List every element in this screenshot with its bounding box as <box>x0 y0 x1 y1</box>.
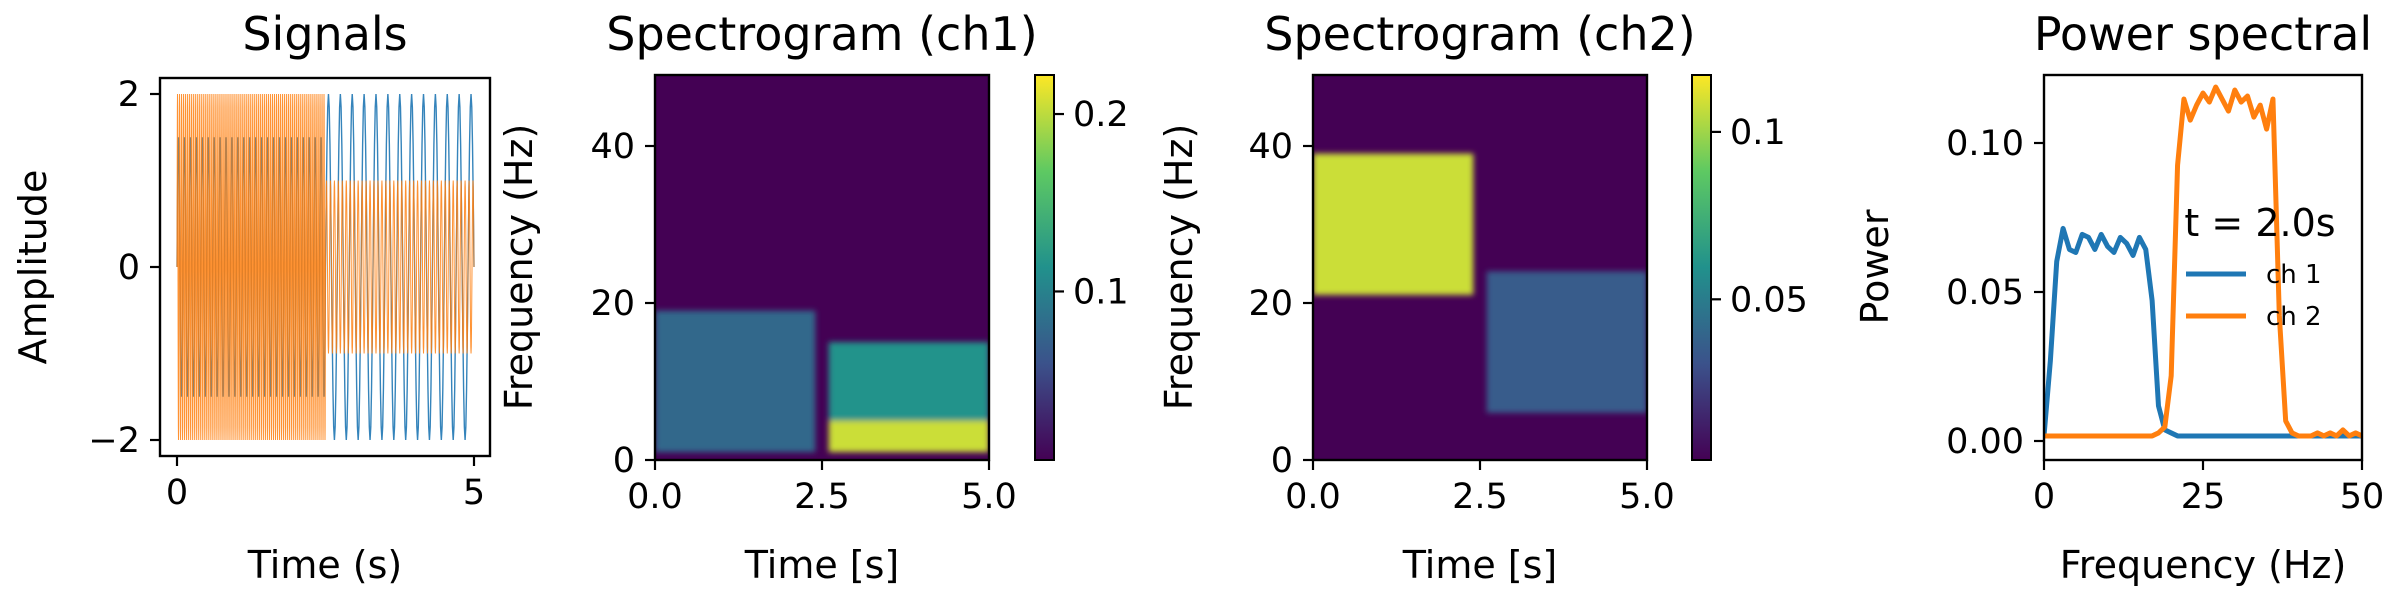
psd-ytick-label-1: 0.05 <box>1946 273 2024 313</box>
spec2-xlabel: Time [s] <box>1402 543 1558 587</box>
spec1-ytick-label-2: 40 <box>590 127 635 167</box>
spec-regions <box>1313 153 1647 413</box>
spec1-colorbar-gradient <box>1034 74 1055 461</box>
spectrogram-ch1-x-axis: 0.0 2.5 5.0 Time [s] <box>627 460 1017 587</box>
spec-region-2 <box>828 420 989 453</box>
signals-xlabel: Time (s) <box>247 543 403 587</box>
legend-title: t = 2.0s <box>2184 201 2335 245</box>
spec1-ylabel: Frequency (Hz) <box>497 124 541 411</box>
spec2-xtick-label-1: 2.5 <box>1452 477 1508 517</box>
psd-ytick-label-2: 0.10 <box>1946 124 2024 164</box>
spec1-xtick-label-0: 0.0 <box>627 477 683 517</box>
signals-ytick-label-2: 2 <box>118 75 140 115</box>
spec1-xtick-label-1: 2.5 <box>794 477 850 517</box>
spectrogram-ch2-colorbar: 0.05 0.1 <box>1691 74 1808 461</box>
signals-y-axis: 2 0 −2 Amplitude <box>11 75 160 461</box>
spec2-ytick-label-0: 0 <box>1271 441 1293 481</box>
spec2-ytick-label-1: 20 <box>1248 284 1293 324</box>
spec-region-0 <box>1313 153 1474 295</box>
spectrogram-ch2-panel: Spectrogram (ch2) 0.0 2.5 5.0 Time [s] 0… <box>1157 7 1808 587</box>
power-spectral-title: Power spectral <box>2034 7 2372 61</box>
spectrogram-ch2-y-axis: 0 20 40 Frequency (Hz) <box>1157 124 1313 481</box>
spec2-xtick-label-0: 0.0 <box>1285 477 1341 517</box>
psd-xtick-label-0: 0 <box>2033 477 2055 517</box>
psd-ytick-label-0: 0.00 <box>1946 422 2024 462</box>
psd-xtick-label-1: 25 <box>2181 477 2226 517</box>
power-spectral-y-axis: 0.00 0.05 0.10 Power <box>1853 124 2044 462</box>
signals-ytick-label-1: 0 <box>118 248 140 288</box>
spec2-ytick-label-2: 40 <box>1248 127 1293 167</box>
spec-region-1 <box>828 342 989 421</box>
spectrogram-ch2-x-axis: 0.0 2.5 5.0 Time [s] <box>1285 460 1675 587</box>
psd-xtick-label-2: 50 <box>2340 477 2385 517</box>
spec2-ylabel: Frequency (Hz) <box>1157 124 1201 411</box>
spectrogram-ch1-image <box>655 75 989 460</box>
power-spectral-plot-area <box>2044 84 2362 439</box>
psd-line-2 <box>2044 84 2362 439</box>
signal-series-1-segment-1 <box>325 180 475 354</box>
spec1-colorbar-ticks: 0.1 0.2 <box>1054 95 1129 312</box>
power-spectral-x-axis: 0 25 50 Frequency (Hz) <box>2033 460 2384 587</box>
legend-label-ch1: ch 1 <box>2266 260 2322 290</box>
psd-ylabel: Power <box>1853 209 1897 324</box>
spec1-xtick-label-2: 5.0 <box>961 477 1017 517</box>
spec2-xtick-label-2: 5.0 <box>1619 477 1675 517</box>
power-spectral-legend: t = 2.0s ch 1 ch 2 <box>2184 201 2335 332</box>
spec1-xlabel: Time [s] <box>744 543 900 587</box>
spectrogram-ch2-title: Spectrogram (ch2) <box>1264 7 1695 61</box>
signals-xtick-label-1: 5 <box>463 473 485 513</box>
power-spectral-panel: Power spectral 0 25 50 Frequency (Hz) 0.… <box>1853 7 2384 587</box>
spec-region-1 <box>1486 271 1647 413</box>
spec1-ytick-label-1: 20 <box>590 284 635 324</box>
spec2-colorbar-gradient <box>1691 74 1712 461</box>
colorbar-tick-label-0: 0.1 <box>1073 272 1129 312</box>
signals-x-axis: 0 5 Time (s) <box>166 456 485 587</box>
signals-xtick-label-0: 0 <box>166 473 188 513</box>
signals-title: Signals <box>242 7 407 61</box>
signals-ylabel: Amplitude <box>11 170 55 365</box>
colorbar-tick-label-0: 0.05 <box>1730 280 1808 320</box>
spectrogram-ch2-image <box>1313 75 1647 460</box>
spectrogram-ch1-title: Spectrogram (ch1) <box>606 7 1037 61</box>
spec2-colorbar-ticks: 0.05 0.1 <box>1711 113 1808 320</box>
colorbar-tick-label-1: 0.2 <box>1073 95 1129 135</box>
signals-panel: Signals 0 5 Time (s) 2 0 −2 Amplitude <box>11 7 492 587</box>
spec1-ytick-label-0: 0 <box>613 441 635 481</box>
signals-plot-area <box>176 93 475 441</box>
colorbar-tick-label-1: 0.1 <box>1730 113 1786 153</box>
signal-series-1-segment-0 <box>176 93 326 441</box>
spectrogram-ch1-colorbar: 0.1 0.2 <box>1034 74 1129 461</box>
spectrogram-ch1-y-axis: 0 20 40 Frequency (Hz) <box>497 124 655 481</box>
spec-region-0 <box>655 310 816 453</box>
psd-xlabel: Frequency (Hz) <box>2060 543 2347 587</box>
legend-label-ch2: ch 2 <box>2266 302 2322 332</box>
signals-ytick-label-0: −2 <box>88 421 140 461</box>
spec-regions <box>655 310 989 453</box>
spectrogram-ch1-panel: Spectrogram (ch1) 0.0 2.5 5.0 Time [s] 0… <box>497 7 1129 587</box>
